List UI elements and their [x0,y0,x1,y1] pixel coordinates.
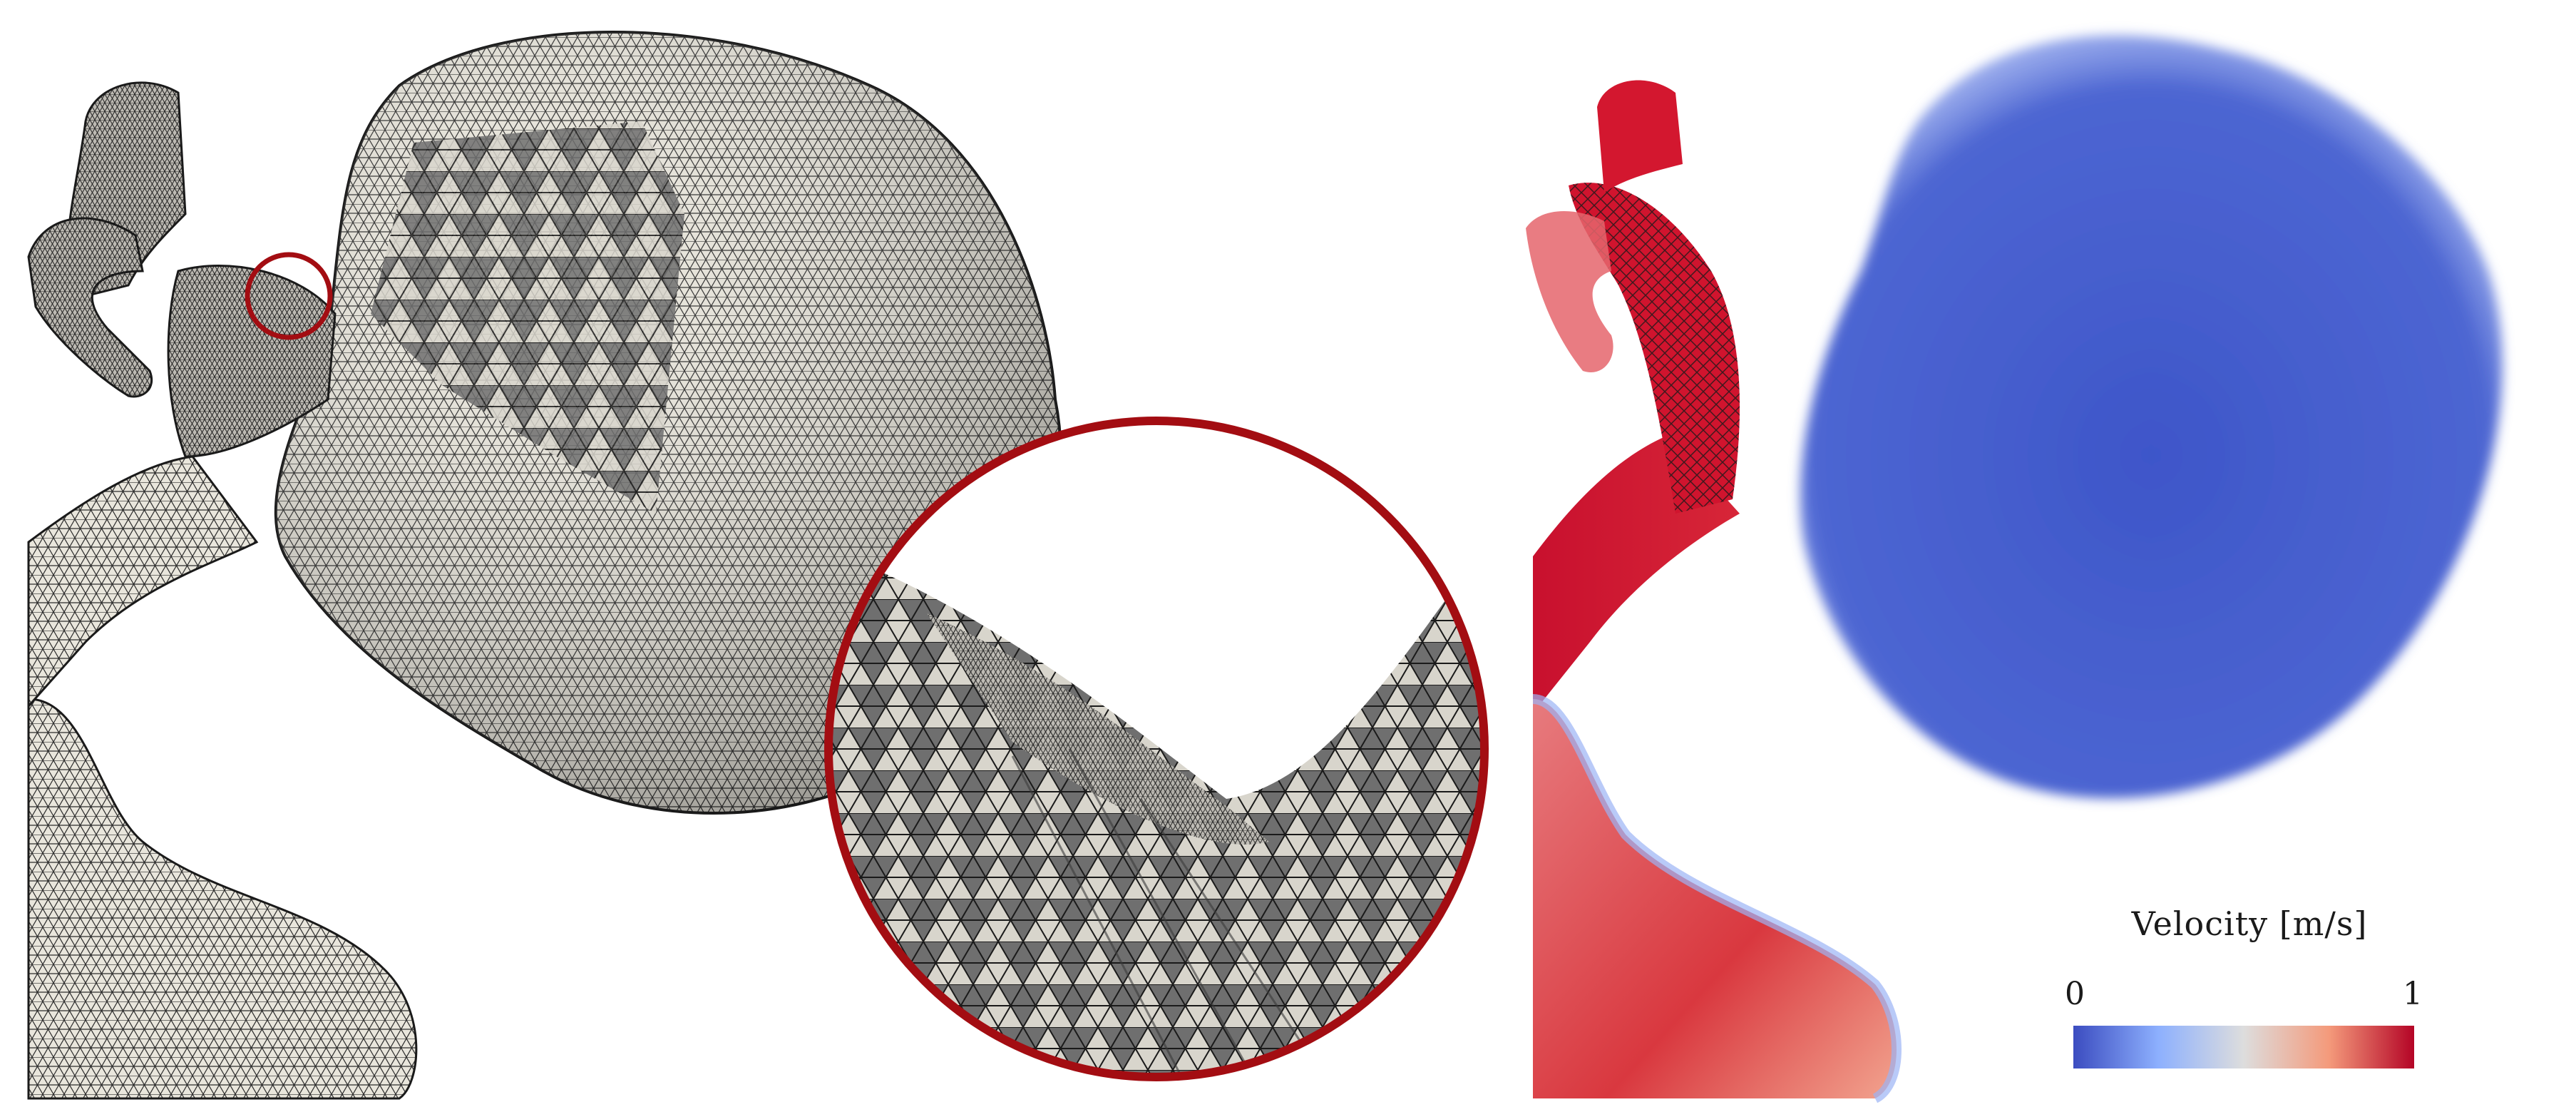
colorbar-title: Velocity [m/s] [2131,904,2368,943]
zoom-inset [828,421,1484,1077]
lower-vessel [27,698,418,1100]
side-branch [27,217,153,398]
flow-diverter-region [371,121,684,514]
velocity-panel [1504,0,2576,1117]
colorbar-min-label: 0 [2065,976,2085,1012]
stent-mesh [1569,183,1740,514]
aneurysm-neck [167,265,337,458]
mesh-figure [27,31,1489,1100]
zoom-inset-ring [824,417,1489,1081]
velocity-figure [1526,35,2503,1103]
parent-vessel [27,455,259,709]
velocity-sac [1800,35,2503,799]
zoom-location-ring [245,252,333,340]
velocity-side-branch [1526,211,1613,372]
velocity-top-branch [1597,80,1683,193]
mesh-panel [27,31,1489,1100]
velocity-colorbar [2073,1026,2414,1068]
colorbar-max-label: 1 [2403,976,2423,1012]
